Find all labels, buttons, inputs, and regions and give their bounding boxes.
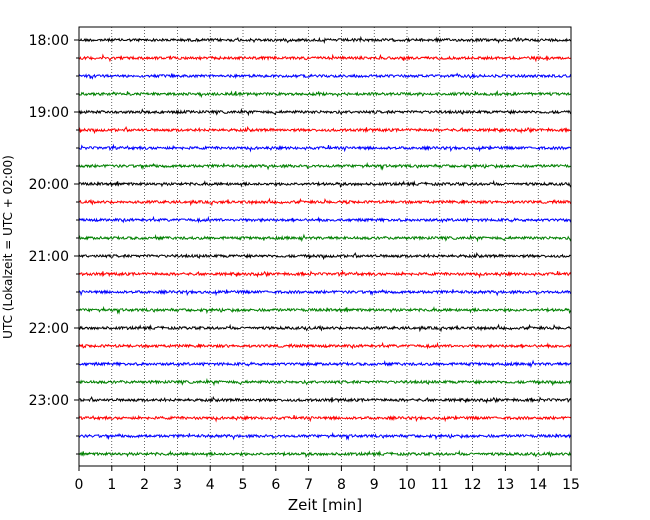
x-tick-label: 14 [529, 477, 547, 493]
x-tick-label: 13 [496, 477, 514, 493]
seismic-trace [78, 251, 572, 261]
x-tick-label: 8 [337, 477, 346, 493]
seismic-trace [78, 107, 572, 117]
seismic-trace [78, 449, 572, 458]
y-tick-label: 21:00 [29, 249, 69, 265]
y-axis-label: UTC (Lokalzeit = UTC + 02:00) [1, 155, 15, 339]
plot-frame [78, 26, 572, 467]
x-tick-label: 1 [107, 477, 116, 493]
seismic-trace [78, 431, 572, 441]
seismic-trace [78, 305, 572, 315]
y-tick-label: 20:00 [29, 177, 69, 193]
seismic-trace [78, 90, 572, 99]
seismic-trace [78, 143, 572, 153]
seismic-trace [78, 395, 572, 404]
seismic-trace [78, 377, 572, 387]
x-tick-label: 3 [173, 477, 182, 493]
seismic-trace [78, 179, 572, 188]
x-tick-label: 9 [370, 477, 379, 493]
x-tick-label: 2 [140, 477, 149, 493]
x-tick-label: 6 [271, 477, 280, 493]
x-axis-label: Zeit [min] [288, 496, 362, 514]
seismic-trace [78, 233, 572, 243]
y-tick-label: 19:00 [29, 105, 69, 121]
y-tick-label: 18:00 [29, 33, 69, 49]
y-tick-label: 22:00 [29, 321, 69, 337]
x-axis: 0 1 2 3 4 5 6 7 8 9 10 11 12 13 14 15 [75, 466, 580, 493]
seismic-trace [78, 125, 572, 135]
seismic-trace [78, 323, 572, 333]
seismic-trace [78, 161, 572, 171]
seismic-trace [78, 35, 571, 44]
seismic-trace [78, 288, 572, 297]
x-tick-label: 4 [206, 477, 215, 493]
x-tick-label: 0 [75, 477, 84, 493]
seismic-trace [78, 197, 572, 207]
x-tick-label: 11 [431, 477, 449, 493]
seismic-trace [78, 359, 572, 369]
y-axis: 18:00 19:00 20:00 21:00 22:00 23:00 [29, 33, 79, 455]
seismic-trace [78, 414, 572, 423]
x-tick-label: 7 [304, 477, 313, 493]
seismic-traces [78, 35, 572, 458]
x-tick-label: 15 [562, 477, 580, 493]
x-tick-label: 5 [239, 477, 248, 493]
x-gridlines [111, 27, 539, 466]
x-tick-label: 10 [398, 477, 416, 493]
seismic-trace [78, 269, 572, 279]
x-tick-label: 12 [464, 477, 482, 493]
seismic-trace [78, 341, 572, 350]
seismic-trace [78, 72, 572, 80]
y-tick-label: 23:00 [29, 393, 69, 409]
seismic-trace [78, 53, 572, 63]
plot-background [79, 27, 571, 466]
seismic-trace [78, 215, 572, 224]
